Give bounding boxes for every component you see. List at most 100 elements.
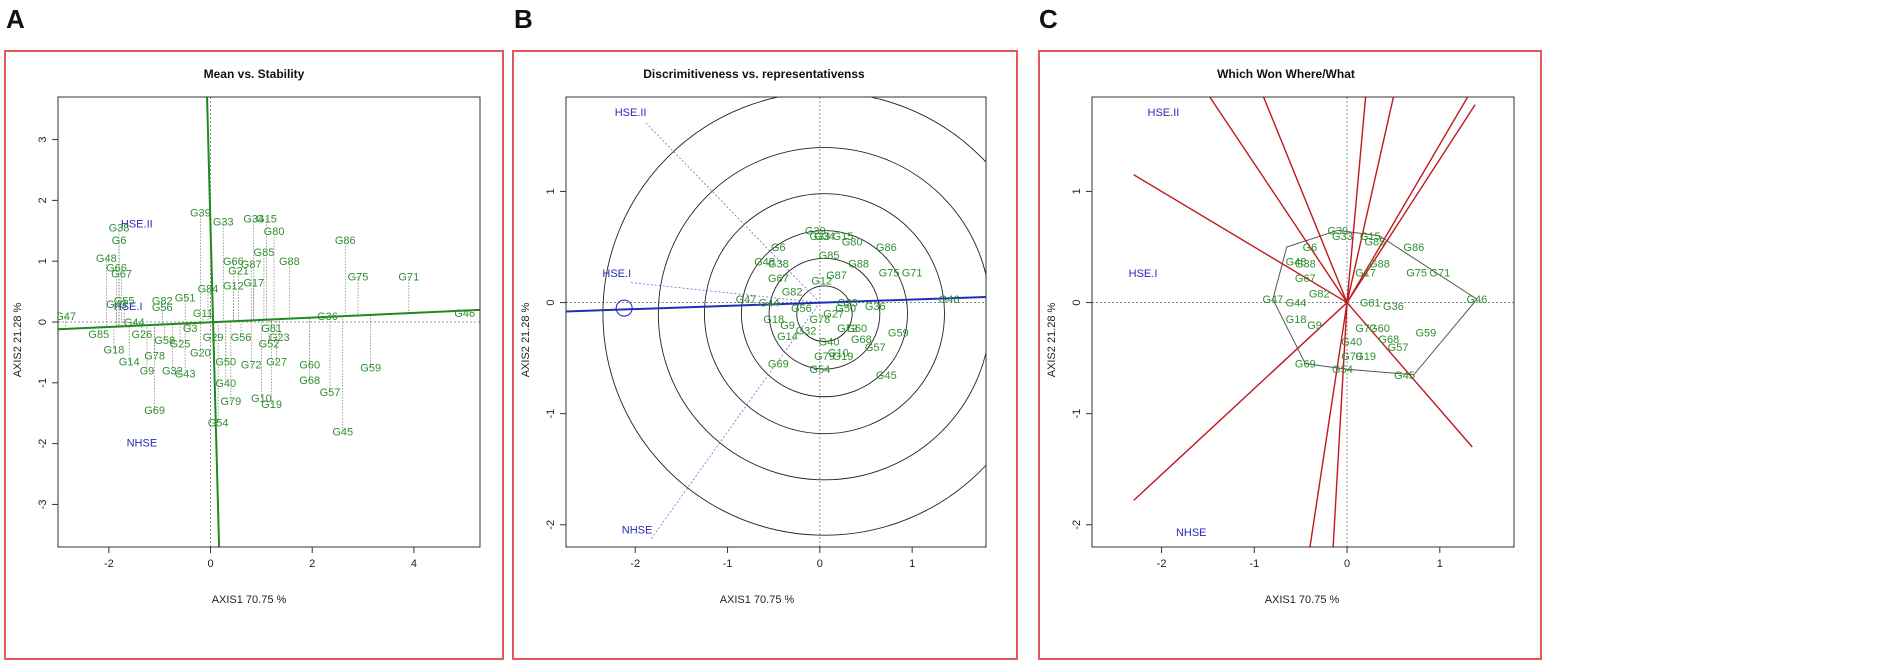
panel-c-sector-ray [1346,104,1476,303]
panel-c-genotype-label: G59 [1415,328,1436,340]
panel-a-genotype-label: G18 [104,344,125,356]
panel-b-genotype-label: G19 [833,351,854,363]
panel-c-title: Which Won Where/What [1217,67,1355,81]
panel-c-env-label: HSE.I [1129,268,1158,280]
panel-a-genotype-label: G55 [114,296,135,308]
panel-b-xlabel: AXIS1 70.75 % [720,594,795,606]
panel-a-genotype-label: G66 [223,256,244,268]
panel-b-concentric-circle [740,230,908,398]
panel-c-genotype-label: G85 [1364,236,1385,248]
panel-a-letter: A [6,4,25,34]
panel-c-genotype-label: G33 [1332,231,1353,243]
panel-c-genotype-label: G75 [1406,268,1427,280]
panel-a-genotype-label: G43 [106,299,127,311]
panel-b-frame [512,50,1018,660]
panel-b-genotype-label: G67 [768,273,789,285]
panel-c-ytick-label: -1 [1071,409,1083,419]
panel-c-genotype-label: G71 [1429,268,1450,280]
panel-a-env-label: HSE.I [114,301,143,313]
panel-c-genotype-label: G72 [1355,323,1376,335]
panel-a-genotype-label: G54 [208,417,229,429]
panel-b-concentric-circle [768,257,881,370]
panel-b-concentric-circle [704,193,945,435]
panel-c-xtick-label: -2 [1157,558,1167,570]
panel-b-ytick-label: 0 [545,299,557,305]
panel-a-genotype-label: G17 [243,277,264,289]
panel-b-xtick-label: -2 [630,558,640,570]
panel-b-genotype-label: G82 [782,286,803,298]
panel-b-genotype-label: G45 [876,370,897,382]
panel-a-ylabel: AXIS2 21.28 % [12,302,24,377]
panel-c-sector-ray [1209,97,1348,303]
panel-c-genotype-label: G44 [1286,298,1307,310]
panel-b-title: Discrimitiveness vs. representativenss [643,67,865,81]
panel-a-ytick-label: 0 [37,319,49,325]
panel-a-genotype-label: G50 [215,357,236,369]
panel-a-genotype-label: G69 [144,405,165,417]
panel-a-genotype-label: G34 [243,214,264,226]
panel-a-genotype-label: G20 [190,347,211,359]
panel-c-genotype-label: G6 [1303,242,1318,254]
panel-a-ytick-label: -3 [37,500,49,510]
panel-a-genotype-label: G85 [254,247,275,259]
panel-b-genotype-label: G78 [809,314,830,326]
panel-b-genotype-label: G44 [759,298,780,310]
panel-b-xtick-label: 0 [817,558,823,570]
panel-c-genotype-label: G60 [1369,323,1390,335]
panel-b-env-label: HSE.I [602,268,631,280]
panel-a-genotype-label: G27 [266,357,287,369]
panel-a-genotype-label: G14 [119,357,140,369]
panel-b-env-label: NHSE [622,525,653,537]
panel-a-genotype-label: G21 [228,265,249,277]
panel-c-sector-ray [1346,97,1367,303]
panel-a-ytick-label: 2 [37,197,49,203]
panel-a-genotype-label: G45 [332,426,353,438]
panel-a-genotype-label: G9 [140,366,155,378]
panel-a-genotype-label: G25 [170,338,191,350]
panel-b-genotype-label: G34 [814,231,835,243]
panel-b-concentric-circle [657,147,986,481]
panel-a-genotype-label: G56 [152,302,173,314]
panel-b-genotype-label: G48 [754,256,775,268]
panel-a-axis-line [58,308,480,331]
panel-b-genotype-label: G59 [888,328,909,340]
panel-a-genotype-label: G66 [106,262,127,274]
panel-b-genotype-label: G32 [796,325,817,337]
panel-b-axis-line [566,296,986,313]
panel-c-xlabel: AXIS1 70.75 % [1265,594,1340,606]
panel-b-genotype-label: G6 [771,242,786,254]
panel-a-genotype-label: G79 [220,396,241,408]
panel-c-genotype-label: G40 [1341,336,1362,348]
panel-b-genotype-label: G54 [809,364,830,376]
panel-b-genotype-label: G38 [768,259,789,271]
panel-a-ytick-label: -1 [37,378,49,388]
panel-c-plot-area: HSE.IIHSE.INHSEG46G71G75G86G36G59G45G57G… [1092,97,1514,547]
panel-c-genotype-label: G39 [1327,225,1348,237]
panel-b-genotype-label: G39 [805,225,826,237]
panel-b-genotype-label: G12 [811,275,832,287]
panel-c-genotype-label: G15 [1360,231,1381,243]
panel-b-genotype-label: G23 [837,298,858,310]
panel-c-ylabel: AXIS2 21.28 % [1046,302,1058,377]
panel-c-xtick-label: 1 [1437,558,1443,570]
panel-c-sector-ray [1346,97,1469,303]
panel-a-genotype-label: G26 [131,329,152,341]
panel-a-xtick-label: 0 [207,558,213,570]
panel-b-concentric-circle [796,285,853,342]
panel-c-genotype-label: G82 [1309,289,1330,301]
panel-a-genotype-label: G6 [112,235,127,247]
panel-b-genotype-label: G27 [823,309,844,321]
panel-c-genotype-label: G47 [1262,294,1283,306]
panel-a-genotype-label: G78 [144,350,165,362]
panel-c-genotype-label: G81 [1360,298,1381,310]
panel-b-genotype-label: G46 [939,294,960,306]
panel-c-sector-ray [1346,97,1395,303]
panel-c-genotype-label: G9 [1307,320,1322,332]
panel-b-ytick-label: -2 [545,520,557,530]
panel-a-genotype-label: G86 [335,235,356,247]
panel-b-genotype-label: G56 [791,303,812,315]
panel-a-title: Mean vs. Stability [204,67,305,81]
panel-c-genotype-label: G36 [1383,301,1404,313]
panel-b-letter: B [514,4,533,34]
panel-b-genotype-label: G18 [763,314,784,326]
